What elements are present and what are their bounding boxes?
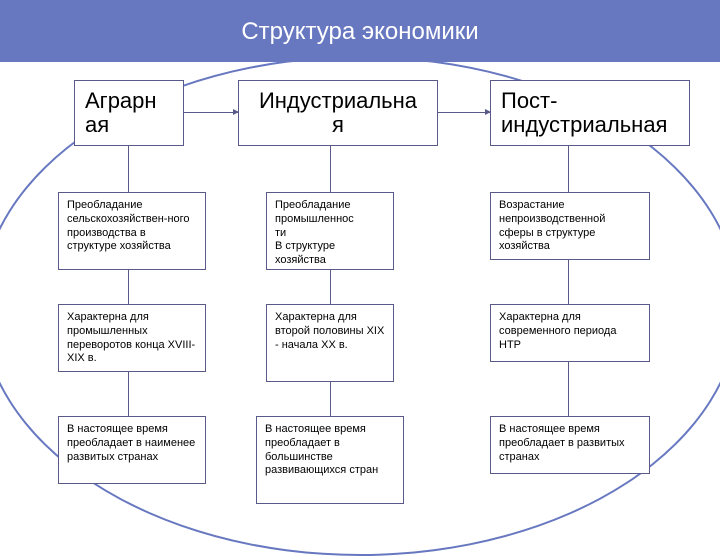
conn-right-0-1	[568, 146, 569, 192]
conn-left-0-1	[128, 146, 129, 192]
cell-right-r3: В настоящее время преобладает в развитых…	[490, 416, 650, 474]
arrow-2-3	[438, 112, 490, 113]
cell-left-r2: Характерна для промышленных переворотов …	[58, 304, 206, 372]
cell-left-r3: В настоящее время преобладает в наименее…	[58, 416, 206, 484]
conn-left-1-2	[128, 270, 129, 304]
cell-mid-r1: Преобладание промышленнос ти В структуре…	[266, 192, 394, 270]
cell-right-r1: Возрастание непроизводственной сферы в с…	[490, 192, 650, 260]
cell-mid-r2: Характерна для второй половины XIX - нач…	[266, 304, 394, 382]
conn-right-2-3	[568, 362, 569, 416]
top-box-industrial: Индустриальна я	[238, 80, 438, 146]
conn-mid-0-1	[330, 146, 331, 192]
conn-right-1-2	[568, 260, 569, 304]
top-box-postindustrial: Пост- индустриальная	[490, 80, 690, 146]
page-title: Структура экономики	[0, 18, 720, 46]
conn-mid-1-2	[330, 270, 331, 304]
conn-left-2-3	[128, 372, 129, 416]
cell-left-r1: Преобладание сельскохозяйствен-ного прои…	[58, 192, 206, 270]
cell-mid-r3: В настоящее время преобладает в большинс…	[256, 416, 404, 504]
conn-mid-2-3	[330, 382, 331, 416]
cell-right-r2: Характерна для современного периода НТР	[490, 304, 650, 362]
arrow-1-2	[184, 112, 238, 113]
top-box-agrarian: Аграрн ая	[74, 80, 184, 146]
